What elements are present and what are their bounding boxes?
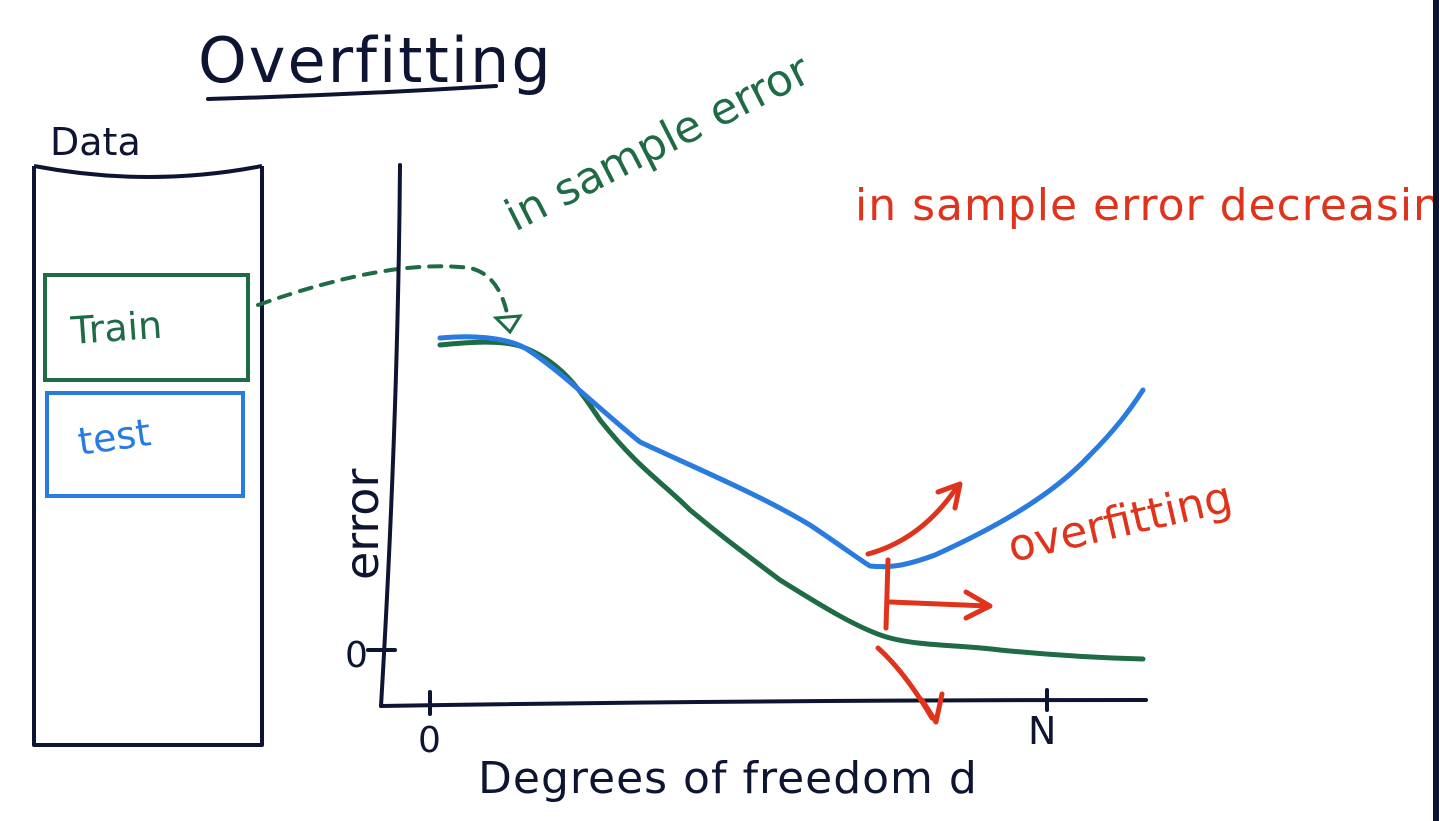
rising-error-arrow: [865, 487, 958, 557]
train-box: [43, 273, 250, 382]
decreasing-arrow-head-icon: [919, 691, 945, 725]
optimum-marker-line: [883, 557, 891, 631]
y-axis: [379, 163, 402, 708]
rising-arrow-head-icon: [935, 481, 963, 511]
increasing-d-arrow-head-icon: [963, 589, 993, 621]
x-max-label: N: [1028, 709, 1056, 753]
x-axis-label: Degrees of freedom d: [478, 753, 978, 804]
train-label: Train: [69, 303, 164, 353]
y-axis-label: error: [335, 469, 389, 580]
title: Overfitting: [198, 24, 553, 97]
overfitting-note: overfitting: [1003, 472, 1237, 573]
dashed-arrow-head-icon: [492, 314, 523, 335]
x-axis: [379, 698, 1148, 708]
train-error-curve: [437, 339, 1146, 662]
x-zero-label: 0: [418, 720, 441, 761]
test-error-curve: [437, 334, 1146, 570]
data-label: Data: [50, 120, 141, 164]
train-to-curve-dashed-arrow: [256, 264, 510, 320]
data-container: [32, 164, 264, 747]
test-label: test: [75, 410, 153, 464]
test-box: [45, 391, 245, 498]
right-edge-bar: [1433, 0, 1439, 821]
title-underline: [206, 84, 498, 101]
in-sample-error-decreasing-note: in sample error decreasing: [855, 180, 1439, 231]
y-zero-label: 0: [345, 635, 368, 676]
increasing-d-arrow: [887, 599, 991, 609]
